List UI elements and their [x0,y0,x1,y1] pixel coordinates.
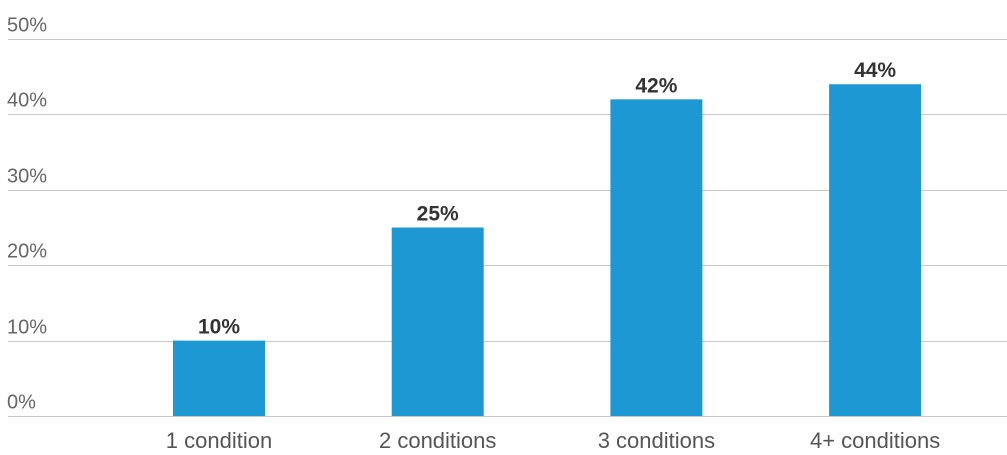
data-labels: 10% 25% 42% 44% [198,59,896,338]
bar [610,99,703,416]
bar [829,84,922,417]
x-tick-label: 4+ conditions [810,428,940,453]
data-label: 44% [854,59,896,82]
y-tick-label: 40% [7,90,47,112]
x-axis-ticks: 1 condition 2 conditions 3 conditions 4+ co… [166,428,940,453]
y-tick-label: 30% [7,166,47,188]
y-tick-label: 0% [7,392,36,414]
data-label: 42% [635,74,677,97]
x-tick-label: 2 conditions [379,428,496,453]
y-tick-label: 20% [7,241,47,263]
y-axis-ticks: 0% 10% 20% 30% 40% 50% [7,15,47,414]
data-label: 10% [198,316,240,339]
bar [391,227,484,416]
x-tick-label: 1 condition [166,428,272,453]
data-label: 25% [417,203,459,226]
y-tick-label: 50% [7,15,47,37]
y-tick-label: 10% [7,317,47,339]
bar [173,340,265,416]
x-tick-label: 3 conditions [598,428,715,453]
bars [173,84,922,417]
